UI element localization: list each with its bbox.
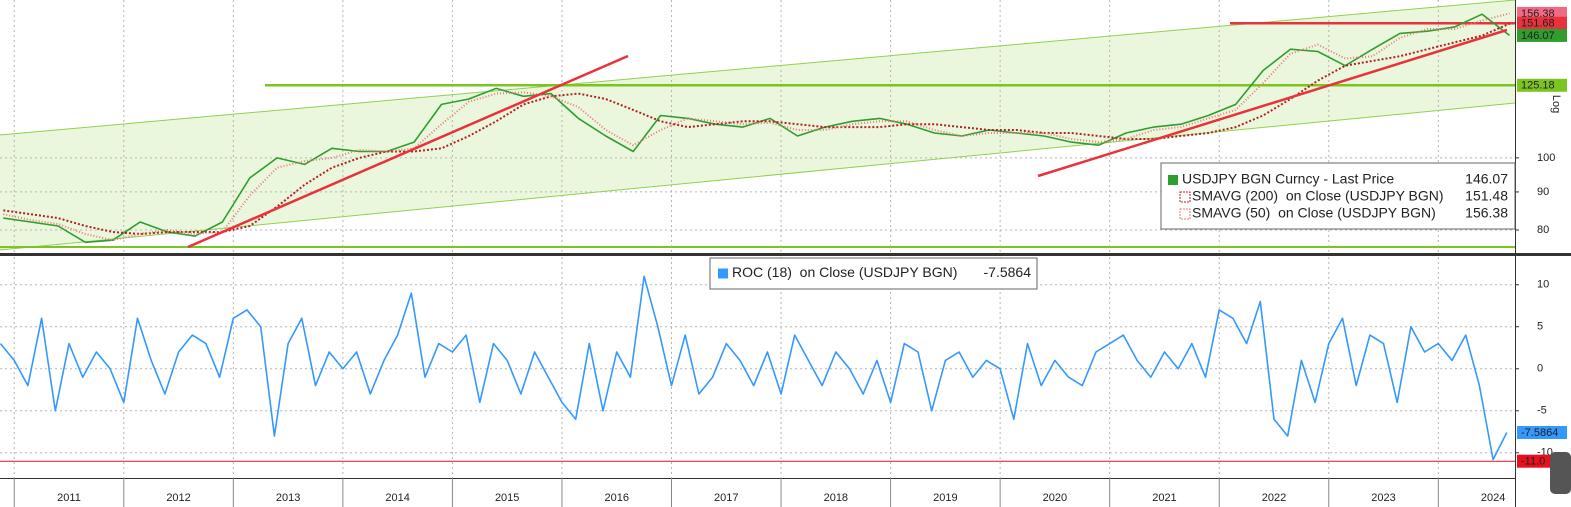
channel-lower <box>0 102 1516 251</box>
x-tick-label: 2018 <box>824 492 848 504</box>
x-tick-label: 2017 <box>714 492 738 504</box>
y-tick-label: 90 <box>1537 186 1549 198</box>
x-tick-label: 2021 <box>1152 492 1176 504</box>
plot <box>0 0 1515 478</box>
y-tick-label: 10 <box>1537 279 1549 291</box>
value-tag-label: -7.5864 <box>1521 427 1558 439</box>
legend-label: SMAVG (50) on Close (USDJPY BGN) <box>1192 205 1436 221</box>
legend-label: ROC (18) on Close (USDJPY BGN) <box>732 264 957 280</box>
y-tick-label: 0 <box>1537 363 1543 375</box>
trendlines <box>187 28 1508 249</box>
x-tick-label: 2019 <box>933 492 957 504</box>
legend-swatch <box>718 268 728 279</box>
value-tag <box>1517 28 1567 42</box>
value-tag <box>1517 16 1567 30</box>
y-tick-label: 100 <box>1537 152 1555 164</box>
y-tick-label: 5 <box>1537 321 1543 333</box>
x-tick-label: 2013 <box>276 492 300 504</box>
x-tick-label: 2016 <box>604 492 628 504</box>
legend-swatch <box>1168 175 1178 185</box>
legend-box <box>709 257 1038 290</box>
x-tick-label: 2022 <box>1262 492 1286 504</box>
x-tick-label: 2015 <box>495 492 519 504</box>
roc-legend: ROC (18) on Close (USDJPY BGN) -7.5864 <box>709 257 1038 290</box>
value-tag-label: 151.68 <box>1521 18 1555 30</box>
scroll-icon[interactable] <box>1550 452 1571 494</box>
series-line <box>0 275 1508 461</box>
x-tick-label: 2011 <box>57 492 81 504</box>
y-scale-label: Log <box>1550 95 1562 113</box>
legend-value: 151.48 <box>1465 188 1508 204</box>
x-tick-label: 2024 <box>1481 492 1505 504</box>
x-tick-label: 2012 <box>166 492 190 504</box>
legend-value: -7.5864 <box>984 264 1032 280</box>
trendline <box>187 54 629 249</box>
value-tag-label: -11.0 <box>1521 456 1545 468</box>
right-axis: 8090100156.38151.68125.18146.07Log1050-5… <box>1515 6 1567 468</box>
trendline <box>1037 28 1508 178</box>
x-tick-label: 2014 <box>385 492 409 504</box>
value-tag <box>1517 78 1567 92</box>
x-tick-label: 2020 <box>1043 492 1067 504</box>
legend-value: 146.07 <box>1465 171 1508 187</box>
legend-label: SMAVG (200) on Close (USDJPY BGN) <box>1192 188 1444 204</box>
legend-value: 156.38 <box>1465 205 1508 221</box>
value-tag <box>1517 426 1567 440</box>
value-tag <box>1517 6 1567 20</box>
channel <box>0 0 1515 250</box>
value-tag-label: 125.18 <box>1521 80 1555 92</box>
value-tag-label: 146.07 <box>1521 30 1555 42</box>
price-legend: USDJPY BGN Curncy - Last Price 146.07 SMAV… <box>1160 162 1516 230</box>
series-line <box>3 13 1510 244</box>
y-tick-label: 80 <box>1537 224 1549 236</box>
legend-label: USDJPY BGN Curncy - Last Price <box>1182 171 1394 187</box>
legend-swatch <box>1179 208 1191 220</box>
y-tick-label: -5 <box>1537 405 1547 417</box>
legend-box <box>1160 162 1516 230</box>
x-tick-label: 2023 <box>1371 492 1395 504</box>
legend-swatch <box>1179 191 1191 203</box>
